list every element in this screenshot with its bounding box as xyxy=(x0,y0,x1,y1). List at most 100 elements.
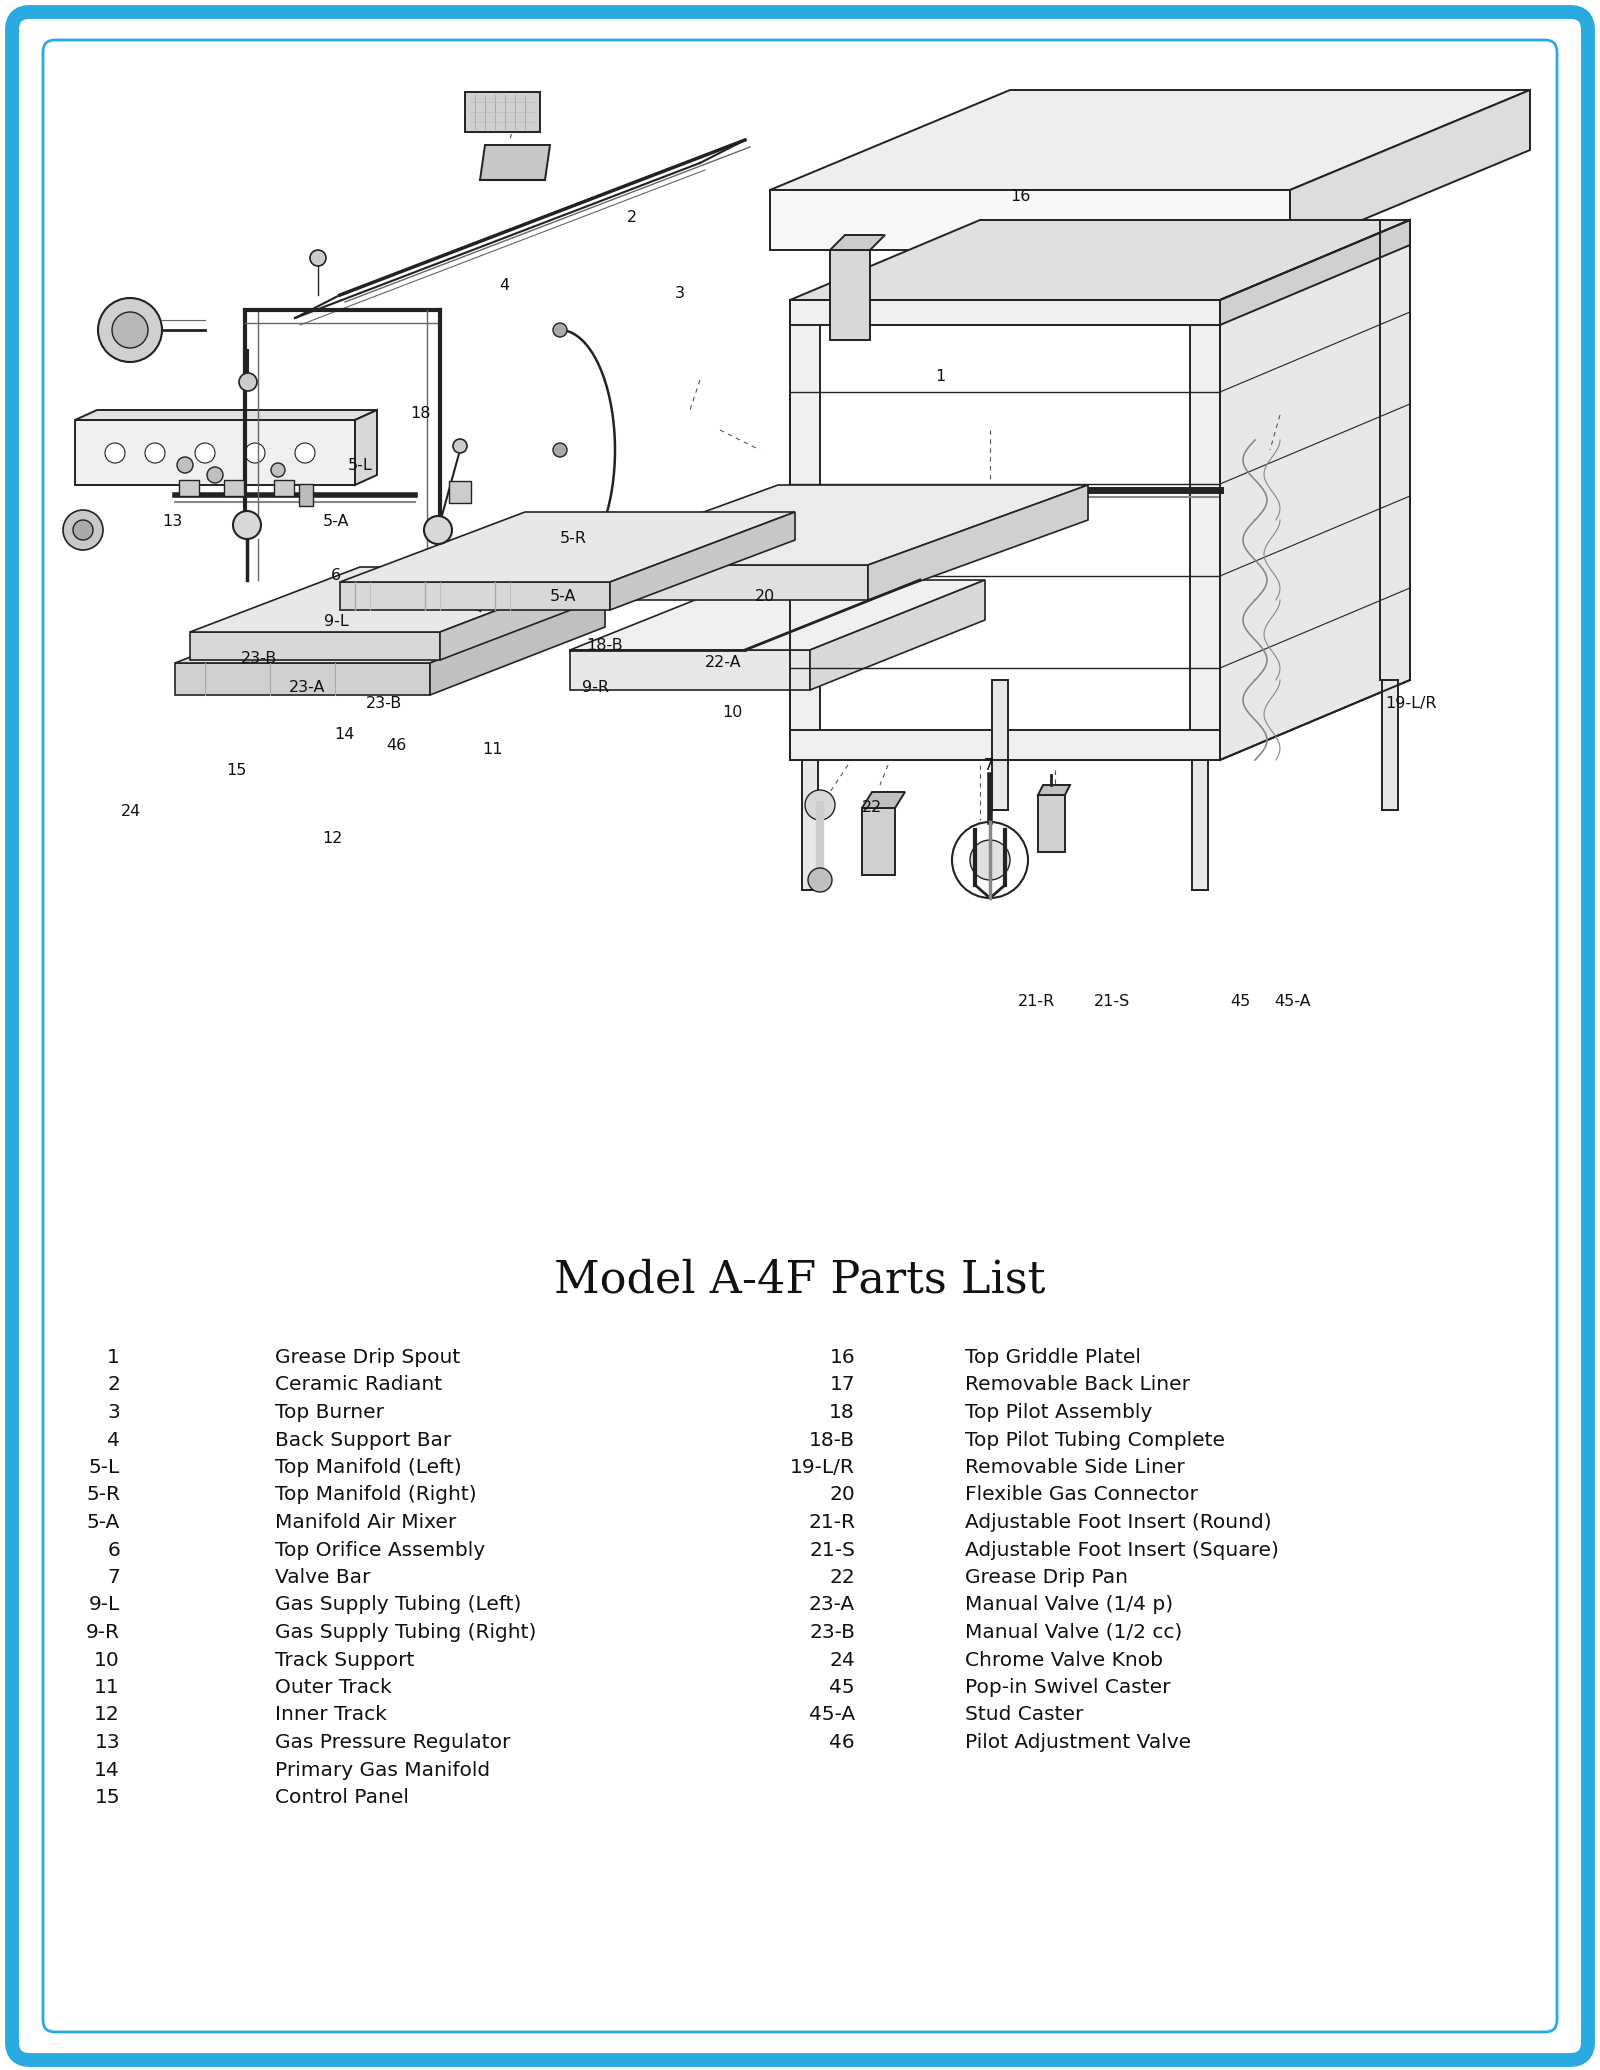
Polygon shape xyxy=(802,760,818,890)
Text: 5-A: 5-A xyxy=(550,588,576,604)
Text: 23-A: 23-A xyxy=(290,679,325,696)
Text: Control Panel: Control Panel xyxy=(275,1788,410,1807)
Text: 23-A: 23-A xyxy=(810,1596,854,1615)
Circle shape xyxy=(146,443,165,464)
Polygon shape xyxy=(862,793,906,807)
Text: 2: 2 xyxy=(107,1374,120,1395)
Text: 4: 4 xyxy=(499,277,509,294)
Text: Manual Valve (1/4 p): Manual Valve (1/4 p) xyxy=(965,1596,1173,1615)
Text: 12: 12 xyxy=(94,1706,120,1724)
Text: 15: 15 xyxy=(94,1788,120,1807)
Text: 4: 4 xyxy=(107,1430,120,1449)
Polygon shape xyxy=(339,582,610,611)
Circle shape xyxy=(453,439,467,453)
Text: 5-R: 5-R xyxy=(560,530,586,546)
Polygon shape xyxy=(1190,300,1221,760)
Text: 13: 13 xyxy=(163,513,182,530)
Text: Gas Supply Tubing (Right): Gas Supply Tubing (Right) xyxy=(275,1623,536,1642)
Circle shape xyxy=(206,468,222,482)
Polygon shape xyxy=(75,420,355,484)
FancyBboxPatch shape xyxy=(13,12,1587,2060)
Polygon shape xyxy=(862,807,894,876)
Text: 14: 14 xyxy=(334,727,354,743)
FancyBboxPatch shape xyxy=(299,484,314,505)
Polygon shape xyxy=(790,731,1221,760)
Circle shape xyxy=(234,511,261,538)
Text: Track Support: Track Support xyxy=(275,1650,414,1670)
Text: Gas Pressure Regulator: Gas Pressure Regulator xyxy=(275,1733,510,1751)
Polygon shape xyxy=(867,484,1088,600)
Text: 6: 6 xyxy=(331,567,341,584)
Polygon shape xyxy=(174,594,605,662)
Text: Grease Drip Spout: Grease Drip Spout xyxy=(275,1348,461,1366)
Text: 21-S: 21-S xyxy=(1094,994,1130,1010)
Circle shape xyxy=(178,457,194,474)
Text: 21-R: 21-R xyxy=(808,1513,854,1532)
Polygon shape xyxy=(1382,681,1398,809)
Text: 16: 16 xyxy=(829,1348,854,1366)
Polygon shape xyxy=(790,300,819,760)
Text: 7: 7 xyxy=(984,758,994,774)
Text: 3: 3 xyxy=(675,286,685,302)
Circle shape xyxy=(310,250,326,267)
Circle shape xyxy=(554,323,566,337)
Text: 11: 11 xyxy=(483,741,502,758)
Text: 17: 17 xyxy=(829,1374,854,1395)
Text: 46: 46 xyxy=(387,737,406,753)
Text: 21-S: 21-S xyxy=(810,1540,854,1559)
Text: Grease Drip Pan: Grease Drip Pan xyxy=(965,1567,1128,1588)
Text: 9-R: 9-R xyxy=(86,1623,120,1642)
Polygon shape xyxy=(339,511,795,582)
Text: Pop-in Swivel Caster: Pop-in Swivel Caster xyxy=(965,1679,1171,1697)
Text: 20: 20 xyxy=(829,1486,854,1505)
Text: Outer Track: Outer Track xyxy=(275,1679,392,1697)
Polygon shape xyxy=(1038,785,1070,795)
Text: Gas Supply Tubing (Left): Gas Supply Tubing (Left) xyxy=(275,1596,522,1615)
Circle shape xyxy=(195,443,214,464)
Polygon shape xyxy=(1038,795,1066,853)
Text: 19-L/R: 19-L/R xyxy=(790,1457,854,1478)
Polygon shape xyxy=(355,410,378,484)
Text: 1: 1 xyxy=(107,1348,120,1366)
Text: 18-B: 18-B xyxy=(810,1430,854,1449)
Text: 23-B: 23-B xyxy=(810,1623,854,1642)
Text: 24: 24 xyxy=(829,1650,854,1670)
Polygon shape xyxy=(558,484,1088,565)
Text: Top Burner: Top Burner xyxy=(275,1403,384,1422)
Polygon shape xyxy=(558,565,867,600)
Text: 16: 16 xyxy=(1011,188,1030,205)
Polygon shape xyxy=(1221,219,1410,325)
Text: 9-L: 9-L xyxy=(88,1596,120,1615)
Circle shape xyxy=(424,515,453,544)
Text: 12: 12 xyxy=(323,830,342,847)
Text: 18-B: 18-B xyxy=(587,638,622,654)
Text: 13: 13 xyxy=(94,1733,120,1751)
Text: 5-L: 5-L xyxy=(88,1457,120,1478)
Text: 22-A: 22-A xyxy=(706,654,741,671)
Text: 11: 11 xyxy=(94,1679,120,1697)
Circle shape xyxy=(98,298,162,362)
Polygon shape xyxy=(190,567,610,631)
Text: 45: 45 xyxy=(1230,994,1250,1010)
Text: Inner Track: Inner Track xyxy=(275,1706,387,1724)
Polygon shape xyxy=(190,631,440,660)
Text: Manifold Air Mixer: Manifold Air Mixer xyxy=(275,1513,456,1532)
Polygon shape xyxy=(992,681,1008,809)
Text: 5-L: 5-L xyxy=(347,457,373,474)
Text: 22: 22 xyxy=(829,1567,854,1588)
Text: 7: 7 xyxy=(107,1567,120,1588)
FancyBboxPatch shape xyxy=(450,480,470,503)
Polygon shape xyxy=(1221,219,1410,760)
Polygon shape xyxy=(790,300,1221,325)
FancyBboxPatch shape xyxy=(179,480,198,497)
Text: 5-R: 5-R xyxy=(86,1486,120,1505)
Text: Top Pilot Assembly: Top Pilot Assembly xyxy=(965,1403,1152,1422)
Circle shape xyxy=(245,443,266,464)
Polygon shape xyxy=(480,145,550,180)
Polygon shape xyxy=(430,594,605,696)
Text: 20: 20 xyxy=(755,588,774,604)
Text: 24: 24 xyxy=(122,803,141,820)
Text: 10: 10 xyxy=(94,1650,120,1670)
Text: Top Griddle Platel: Top Griddle Platel xyxy=(965,1348,1141,1366)
Circle shape xyxy=(238,373,258,391)
